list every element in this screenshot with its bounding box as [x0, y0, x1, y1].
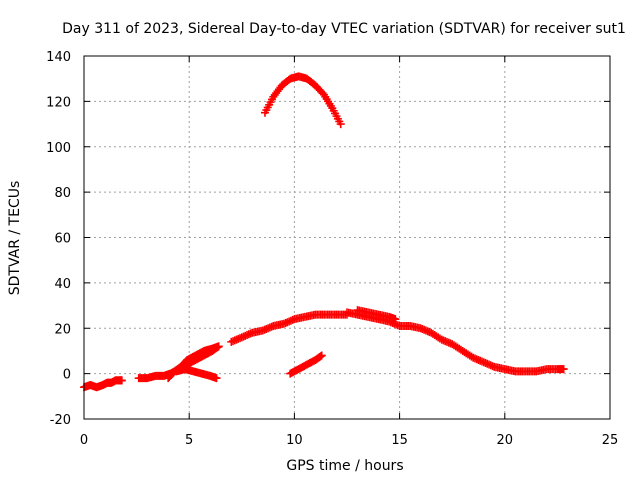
y-tick-label: 0: [63, 368, 71, 383]
x-tick-label: 0: [80, 433, 88, 448]
data-marks: [80, 72, 568, 392]
data-point: [117, 376, 126, 385]
x-tick-label: 25: [602, 433, 619, 448]
chart-title: Day 311 of 2023, Sidereal Day-to-day VTE…: [62, 21, 626, 37]
y-tick-label: 60: [54, 232, 71, 247]
plot-frame: [83, 55, 611, 420]
y-tick-label: 120: [46, 95, 71, 110]
y-tick-label: 140: [46, 50, 71, 65]
grid-lines: [84, 56, 610, 419]
data-point: [559, 365, 568, 374]
x-tick-label: 5: [185, 433, 193, 448]
data-point: [212, 374, 221, 383]
x-tick-label: 20: [497, 433, 514, 448]
y-tick-label: 80: [54, 186, 71, 201]
y-tick-label: 40: [54, 277, 71, 292]
x-tick-label: 10: [286, 433, 303, 448]
data-point: [317, 351, 326, 360]
data-point: [214, 342, 223, 351]
y-axis-label: SDTVAR / TECUs: [7, 181, 23, 296]
y-tick-label: -20: [50, 413, 71, 428]
data-point: [391, 315, 400, 324]
y-tick-label: 100: [46, 141, 71, 156]
x-tick-label: 15: [391, 433, 408, 448]
x-axis-label: GPS time / hours: [286, 458, 403, 474]
data-point: [336, 120, 345, 129]
y-tick-label: 20: [54, 322, 71, 337]
axis-ticks: 0 5 10 15 20 25 -20 0 20 40 60 80 100 120 140: [46, 50, 618, 448]
